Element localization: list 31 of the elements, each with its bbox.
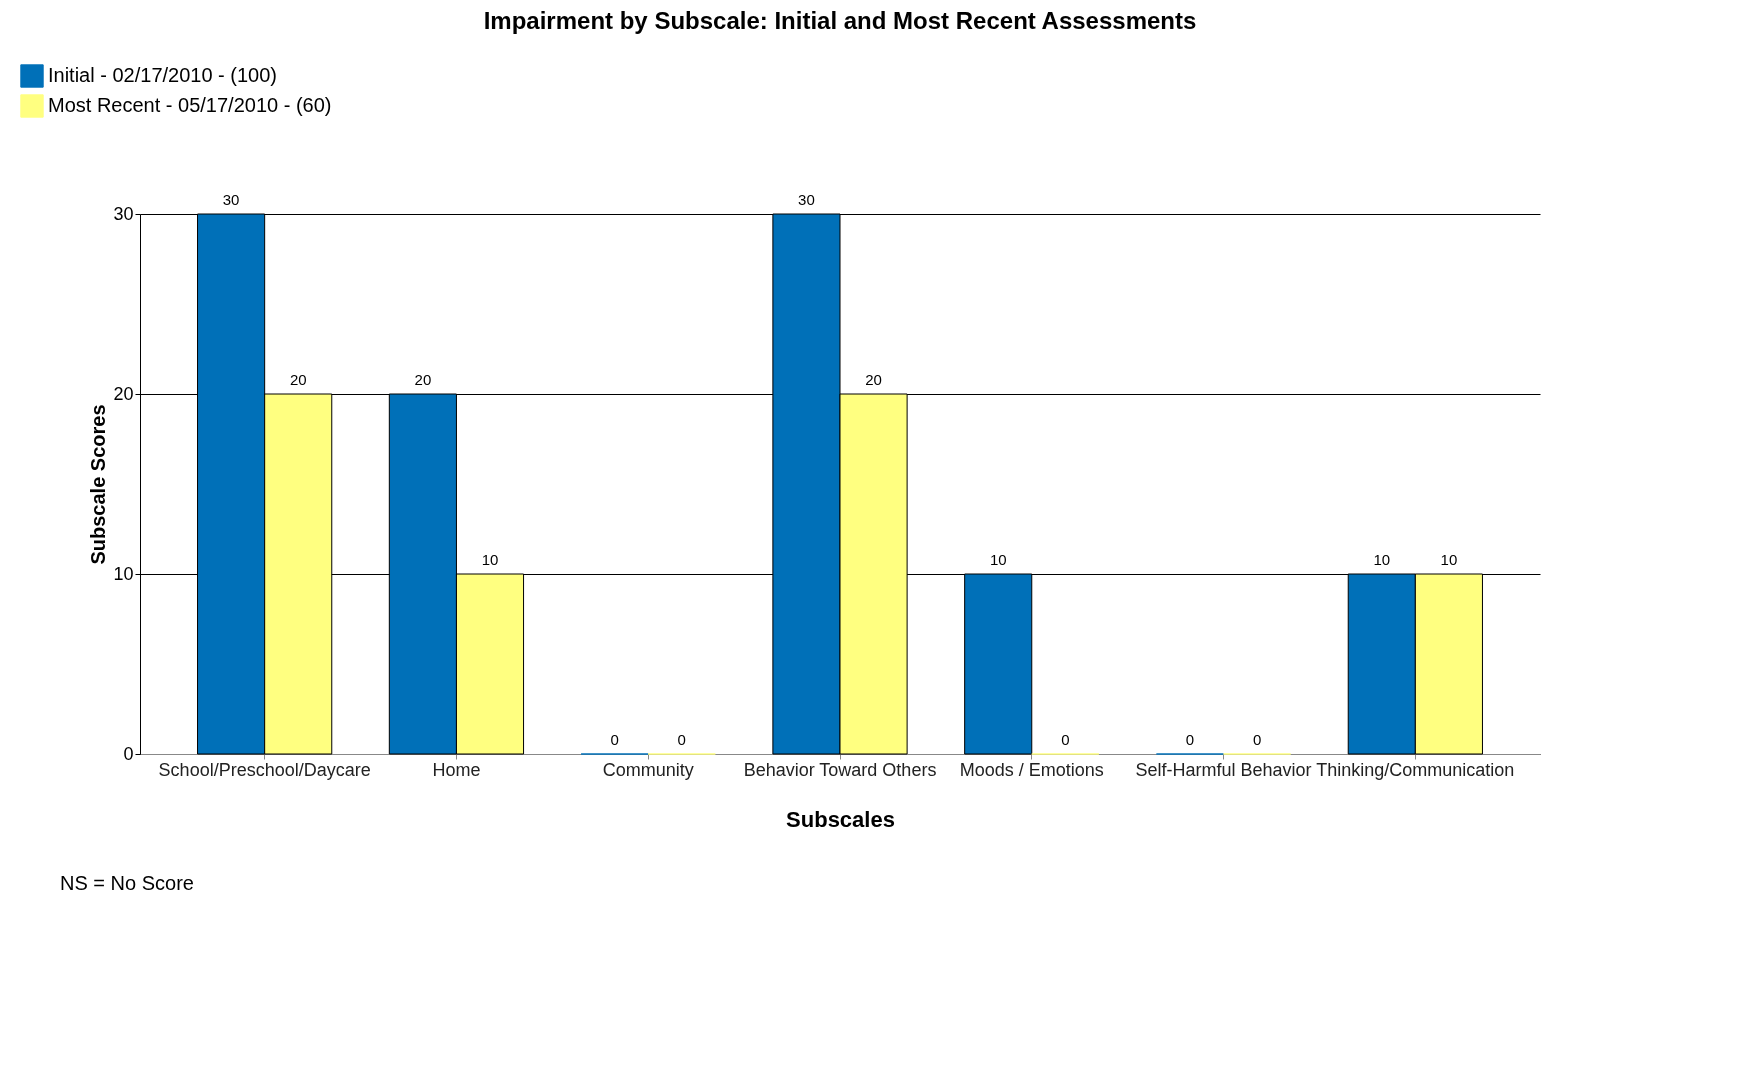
data-label: 10	[1440, 551, 1458, 568]
x-tick-label: Thinking/Communication	[1316, 759, 1515, 780]
y-axis-title: Subscale Scores	[87, 404, 110, 565]
y-tick-label: 10	[113, 563, 134, 584]
data-label: 10	[989, 551, 1007, 568]
x-tick-label: Community	[602, 759, 694, 780]
x-tick-label: Self-Harmful Behavior	[1135, 759, 1312, 780]
x-tick-label: Behavior Toward Others	[743, 759, 937, 780]
x-tick-label: School/Preschool/Daycare	[158, 759, 371, 780]
legend-label: Most Recent - 05/17/2010 - (60)	[48, 94, 332, 116]
x-axis-title: Subscales	[786, 806, 895, 832]
text: NS = No Score	[60, 872, 194, 894]
data-label: 30	[222, 191, 240, 208]
data-label: 10	[481, 551, 499, 568]
y-tick-label: 30	[113, 203, 134, 224]
y-tick-label: 20	[113, 383, 134, 404]
legend-label: Initial - 02/17/2010 - (100)	[48, 64, 278, 86]
data-label: 20	[414, 371, 432, 388]
x-tick-label: Moods / Emotions	[959, 759, 1104, 780]
data-label: 0	[1061, 731, 1070, 748]
data-label: 0	[1252, 731, 1262, 748]
x-tick-label: Home	[432, 759, 481, 780]
data-label: 10	[1373, 551, 1391, 568]
data-label: 20	[289, 371, 307, 388]
data-label: 0	[610, 731, 619, 748]
data-label: 30	[798, 191, 815, 208]
data-label: 0	[1185, 731, 1195, 748]
y-tick-label: 0	[123, 743, 134, 764]
data-label: 0	[677, 731, 686, 748]
data-label: 20	[865, 371, 882, 388]
chart-title: Impairment by Subscale: Initial and Most Recent Assessments	[483, 7, 1197, 34]
